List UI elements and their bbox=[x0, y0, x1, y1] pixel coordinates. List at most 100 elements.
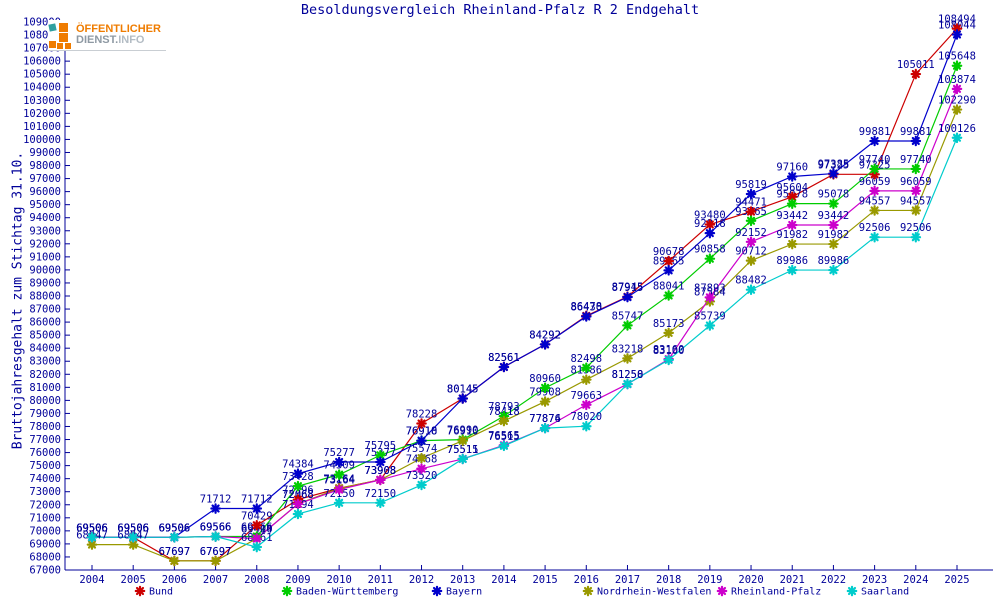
point-label-Bayern-2021: 97160 bbox=[776, 161, 808, 173]
point-marker-Nordrhein-Westfalen bbox=[746, 256, 756, 265]
x-tick-label: 2024 bbox=[903, 574, 928, 586]
point-marker-Saarland bbox=[746, 285, 756, 294]
point-label-Nordrhein-Westfalen-2007: 67697 bbox=[200, 546, 232, 558]
y-tick-label: 77000 bbox=[29, 434, 61, 446]
y-tick-label: 103000 bbox=[23, 95, 61, 107]
point-label-Baden-Württemberg-2022: 95078 bbox=[818, 189, 850, 201]
point-label-Bund-2024: 105011 bbox=[897, 59, 935, 71]
point-marker-Saarland bbox=[582, 422, 591, 431]
point-label-Saarland-2013: 75511 bbox=[447, 444, 479, 456]
series-line-Baden-Württemberg bbox=[92, 65, 958, 538]
y-tick-label: 96000 bbox=[29, 186, 61, 198]
x-tick-label: 2013 bbox=[450, 574, 475, 586]
logo-info: INFO bbox=[118, 34, 145, 46]
point-marker-Rheinland-Pfalz bbox=[705, 293, 714, 302]
y-tick-label: 106000 bbox=[23, 56, 61, 68]
point-marker-Baden-Württemberg bbox=[952, 61, 962, 70]
point-marker-Nordrhein-Westfalen bbox=[417, 454, 426, 463]
y-tick-label: 92000 bbox=[29, 238, 61, 250]
point-label-Baden-Württemberg-2025: 105648 bbox=[938, 51, 976, 63]
point-label-Bayern-2017: 87915 bbox=[612, 282, 644, 294]
y-axis-title: Bruttojahresgehalt zum Stichtag 31.10. bbox=[10, 151, 26, 450]
point-marker-Saarland bbox=[829, 266, 838, 275]
point-label-Bund-2008: 70429 bbox=[241, 510, 273, 522]
point-marker-Bayern bbox=[541, 340, 550, 349]
point-marker-Baden-Württemberg bbox=[788, 199, 797, 208]
point-marker-Nordrhein-Westfalen bbox=[129, 540, 138, 549]
point-label-Bund-2007: 67697 bbox=[200, 546, 232, 558]
point-marker-Saarland bbox=[170, 533, 179, 542]
point-marker-Rheinland-Pfalz bbox=[376, 475, 385, 484]
point-label-Rheinland-Pfalz-2004: 69506 bbox=[76, 522, 108, 534]
oeffentlicher-dienst-info-logo: ÖFFENTLICHER DIENST.INFO bbox=[48, 20, 166, 51]
series-line-Rheinland-Pfalz bbox=[92, 88, 958, 540]
point-marker-Baden-Württemberg bbox=[746, 216, 756, 225]
point-label-Bayern-2009: 74384 bbox=[282, 459, 314, 471]
point-marker-Bayern bbox=[293, 469, 303, 478]
x-tick-label: 2014 bbox=[491, 574, 516, 586]
point-label-Rheinland-Pfalz-2017: 81250 bbox=[612, 369, 644, 381]
point-label-Nordrhein-Westfalen-2023: 94557 bbox=[859, 195, 891, 207]
point-marker-Nordrhein-Westfalen bbox=[582, 375, 591, 384]
orange-square bbox=[65, 43, 71, 49]
point-marker-Rheinland-Pfalz bbox=[293, 499, 303, 508]
point-label-Saarland-2011: 72150 bbox=[365, 488, 397, 500]
point-marker-Bund bbox=[417, 419, 426, 428]
point-marker-Bayern bbox=[664, 266, 673, 275]
point-label-Saarland-2004: 69506 bbox=[76, 522, 108, 534]
point-label-Bayern-2015: 84292 bbox=[529, 329, 561, 341]
point-label-Baden-Württemberg-2005: 69506 bbox=[117, 522, 149, 534]
point-marker-Bund bbox=[664, 256, 673, 266]
point-marker-Bund bbox=[911, 69, 920, 79]
point-label-Rheinland-Pfalz-2021: 93442 bbox=[776, 210, 808, 222]
point-marker-Bayern bbox=[211, 504, 220, 513]
point-marker-Bayern bbox=[417, 436, 426, 445]
y-tick-label: 102000 bbox=[23, 108, 61, 120]
point-label-Bayern-2013: 80145 bbox=[447, 383, 479, 395]
point-marker-Bayern bbox=[376, 457, 385, 467]
point-marker-Nordrhein-Westfalen bbox=[829, 239, 838, 249]
point-label-Bayern-2024: 99881 bbox=[900, 126, 932, 138]
y-tick-label: 71000 bbox=[29, 512, 61, 524]
x-tick-label: 2010 bbox=[326, 574, 351, 586]
point-label-Baden-Württemberg-2014: 78793 bbox=[488, 401, 520, 413]
point-label-Baden-Württemberg-2004: 69506 bbox=[76, 522, 108, 534]
x-tick-label: 2025 bbox=[944, 574, 969, 586]
series-line-Bund bbox=[92, 28, 958, 562]
series-line-Nordrhein-Westfalen bbox=[92, 109, 958, 562]
point-marker-Bayern bbox=[829, 169, 838, 178]
point-label-Rheinland-Pfalz-2016: 79663 bbox=[570, 390, 602, 402]
x-tick-label: 2017 bbox=[615, 574, 640, 586]
series-line-Bayern bbox=[92, 34, 958, 538]
point-label-Baden-Württemberg-2024: 97740 bbox=[900, 154, 932, 166]
logo-wordmark: ÖFFENTLICHER DIENST.INFO bbox=[76, 24, 161, 46]
x-tick-label: 2021 bbox=[780, 574, 805, 586]
point-label-Bund-2014: 82561 bbox=[488, 352, 520, 364]
y-tick-label: 68000 bbox=[29, 551, 61, 563]
y-tick-label: 98000 bbox=[29, 160, 61, 172]
point-label-Nordrhein-Westfalen-2021: 91982 bbox=[776, 229, 808, 241]
point-marker-Nordrhein-Westfalen bbox=[870, 206, 879, 215]
point-label-Nordrhein-Westfalen-2012: 75574 bbox=[406, 443, 438, 455]
point-marker-Nordrhein-Westfalen bbox=[664, 328, 673, 337]
point-label-Saarland-2024: 92506 bbox=[900, 222, 932, 234]
legend-marker-Baden-Württemberg bbox=[282, 586, 292, 596]
x-tick-label: 2007 bbox=[203, 574, 228, 586]
point-marker-Saarland bbox=[705, 321, 714, 330]
legend-label-Baden-Württemberg: Baden-Württemberg bbox=[296, 587, 398, 598]
point-label-Bayern-2012: 76910 bbox=[406, 426, 438, 438]
point-label-Bund-2020: 94471 bbox=[735, 197, 767, 209]
point-label-Rheinland-Pfalz-2019: 87893 bbox=[694, 282, 726, 294]
legend-label-Bayern: Bayern bbox=[446, 587, 482, 598]
point-marker-Nordrhein-Westfalen bbox=[623, 354, 632, 363]
y-tick-label: 91000 bbox=[29, 251, 61, 263]
y-tick-label: 90000 bbox=[29, 264, 61, 276]
logo-line2: DIENST.INFO bbox=[76, 35, 161, 46]
point-marker-Rheinland-Pfalz bbox=[582, 400, 591, 409]
y-tick-label: 101000 bbox=[23, 121, 61, 133]
point-marker-Baden-Württemberg bbox=[911, 164, 920, 173]
point-marker-Saarland bbox=[376, 498, 385, 507]
point-label-Baden-Württemberg-2018: 88041 bbox=[653, 280, 685, 292]
point-label-Bayern-2005: 69506 bbox=[117, 522, 149, 534]
x-tick-label: 2009 bbox=[285, 574, 310, 586]
